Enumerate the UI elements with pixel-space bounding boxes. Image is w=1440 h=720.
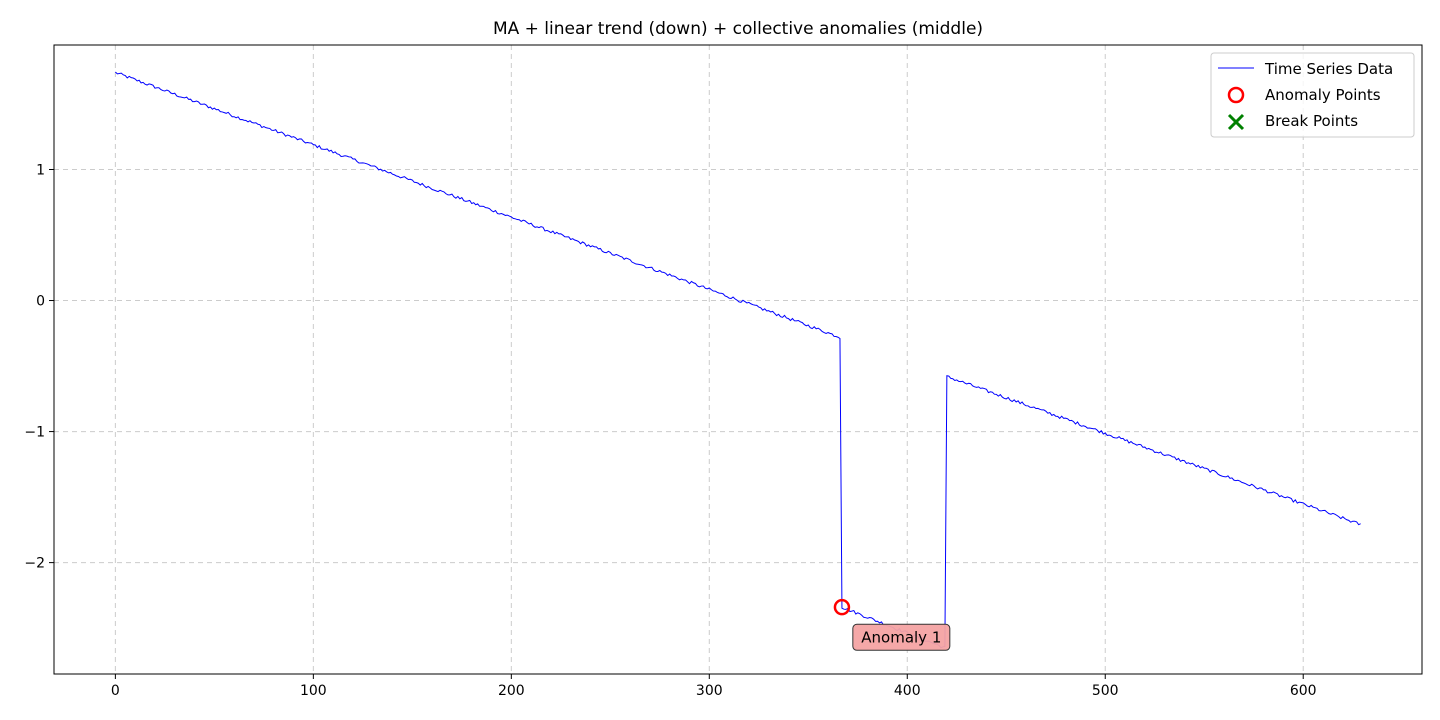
y-tick-label: −2 xyxy=(24,556,45,572)
x-tick-label: 0 xyxy=(111,683,120,699)
legend-label-break: Break Points xyxy=(1265,112,1358,130)
x-tick-label: 400 xyxy=(894,683,921,699)
x-tick-label: 200 xyxy=(498,683,525,699)
annotation-box xyxy=(852,623,951,651)
legend-break-marker xyxy=(1227,113,1245,131)
x-tick-label: 600 xyxy=(1290,683,1317,699)
x-tick-label: 300 xyxy=(696,683,723,699)
plot-area-frame xyxy=(53,44,1423,675)
y-axis: −2 −1 0 1 xyxy=(24,162,54,572)
x-axis: 0 100 200 300 400 500 600 xyxy=(111,674,1317,699)
legend: Time Series Data Anomaly Points Break Po… xyxy=(1210,52,1415,138)
annotations: Anomaly 1 xyxy=(852,623,951,651)
y-tick-label: 0 xyxy=(36,294,45,310)
grid xyxy=(54,45,1422,674)
chart-title: MA + linear trend (down) + collective an… xyxy=(493,19,983,39)
series-line-time-series-data xyxy=(115,71,1361,649)
annotation-label: Anomaly 1 xyxy=(861,628,941,646)
legend-anomaly-marker xyxy=(1227,86,1245,104)
anomaly-point-marker xyxy=(833,598,851,616)
legend-label-series: Time Series Data xyxy=(1264,60,1393,78)
x-tick-label: 500 xyxy=(1092,683,1119,699)
legend-label-anomaly: Anomaly Points xyxy=(1265,86,1381,104)
anomaly-points xyxy=(833,598,851,616)
y-tick-label: −1 xyxy=(24,425,45,441)
y-tick-label: 1 xyxy=(36,162,45,178)
legend-box xyxy=(1210,52,1415,138)
x-tick-label: 100 xyxy=(300,683,327,699)
